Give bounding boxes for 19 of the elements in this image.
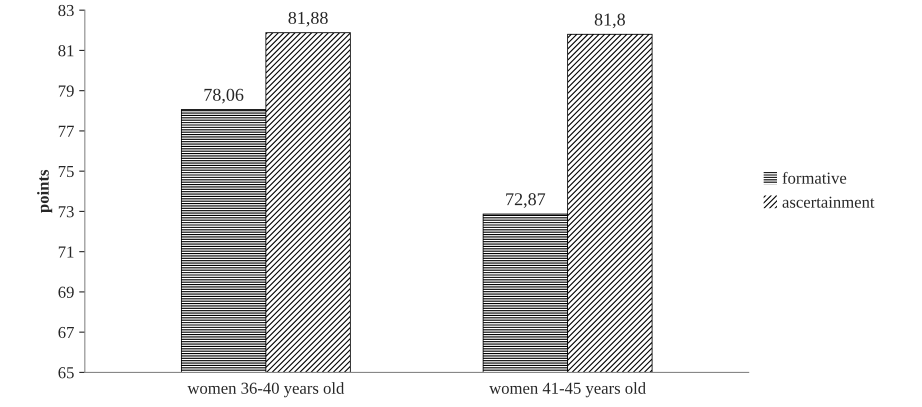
y-tick-label: 81 (58, 45, 74, 56)
y-tick-label: 75 (58, 166, 74, 178)
x-tick-label: women 41-45 years old (489, 382, 646, 398)
y-tick-label: 65 (58, 367, 74, 378)
data-label: 78,06 (204, 88, 244, 104)
y-tick-label: 79 (58, 85, 74, 97)
legend-label: ascertainment (782, 196, 874, 208)
data-label: 72,87 (506, 193, 546, 208)
y-tick-label: 71 (58, 246, 74, 258)
y-tick-label: 67 (58, 326, 74, 338)
y-tick-label: 69 (58, 286, 74, 298)
y-axis-title: points (37, 170, 52, 213)
y-tick-label: 73 (58, 206, 74, 218)
legend-label: formative (782, 172, 846, 184)
y-tick-label: 77 (58, 126, 74, 137)
y-tick-label: 83 (58, 4, 74, 16)
data-label: 81,88 (288, 12, 328, 27)
x-tick-label: women 36-40 years old (187, 382, 344, 398)
data-label: 81,8 (594, 13, 625, 28)
